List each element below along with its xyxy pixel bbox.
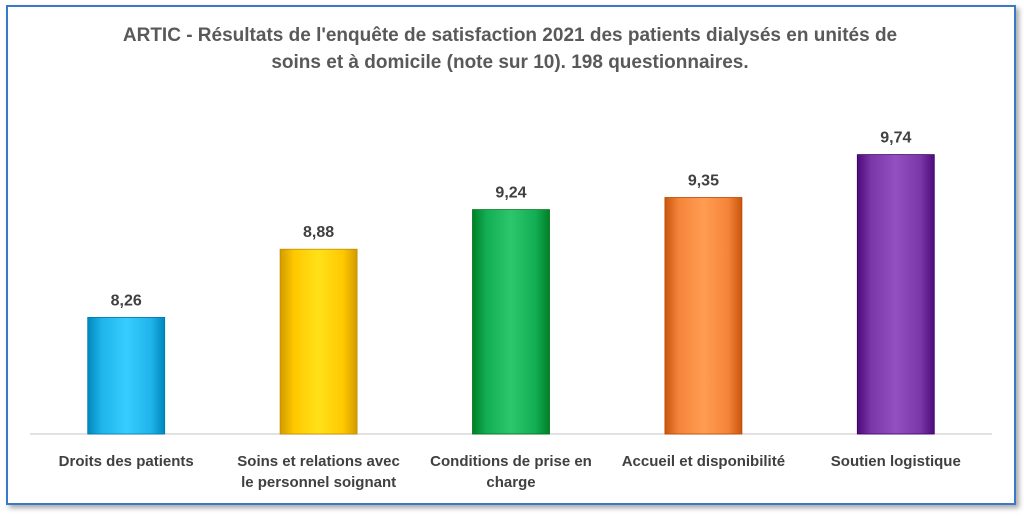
category-label-3: Conditions de prise en charge — [411, 451, 611, 493]
chart-title-line-1: ARTIC - Résultats de l'enquête de satisf… — [122, 25, 898, 46]
value-label-4: 9,35 — [688, 173, 719, 190]
category-label-3-line-1: Conditions de prise en — [430, 453, 592, 470]
chart-title-line-2: soins et à domicile (note sur 10). 198 q… — [271, 52, 749, 73]
category-label-4: Accueil et disponibilité — [603, 451, 803, 472]
value-label-2: 8,88 — [303, 224, 334, 241]
bar-3 — [472, 209, 550, 435]
value-labels-layer: 8,26 8,88 9,24 9,35 9,74 — [111, 130, 912, 310]
bar-4 — [664, 197, 743, 435]
chart-title: ARTIC - Résultats de l'enquête de satisf… — [60, 22, 960, 76]
value-label-5: 9,74 — [880, 130, 911, 147]
bar-2 — [279, 248, 358, 435]
value-label-1: 8,26 — [111, 292, 142, 309]
category-label-2-line-2: le personnel soignant — [241, 474, 397, 491]
category-label-4-line-1: Accueil et disponibilité — [621, 453, 786, 470]
category-label-5-line-1: Soutien logistique — [830, 453, 961, 470]
category-label-1-line-1: Droits des patients — [58, 453, 194, 470]
category-label-2-line-1: Soins et relations avec — [237, 453, 400, 470]
category-label-1: Droits des patients — [26, 451, 226, 472]
category-label-5: Soutien logistique — [796, 451, 996, 472]
bar-1 — [87, 316, 166, 435]
value-label-3: 9,24 — [495, 185, 526, 202]
category-label-2: Soins et relations avec le personnel soig… — [219, 451, 419, 493]
bars-layer — [87, 154, 935, 435]
bar-5 — [856, 154, 935, 435]
category-label-3-line-2: charge — [486, 474, 536, 491]
